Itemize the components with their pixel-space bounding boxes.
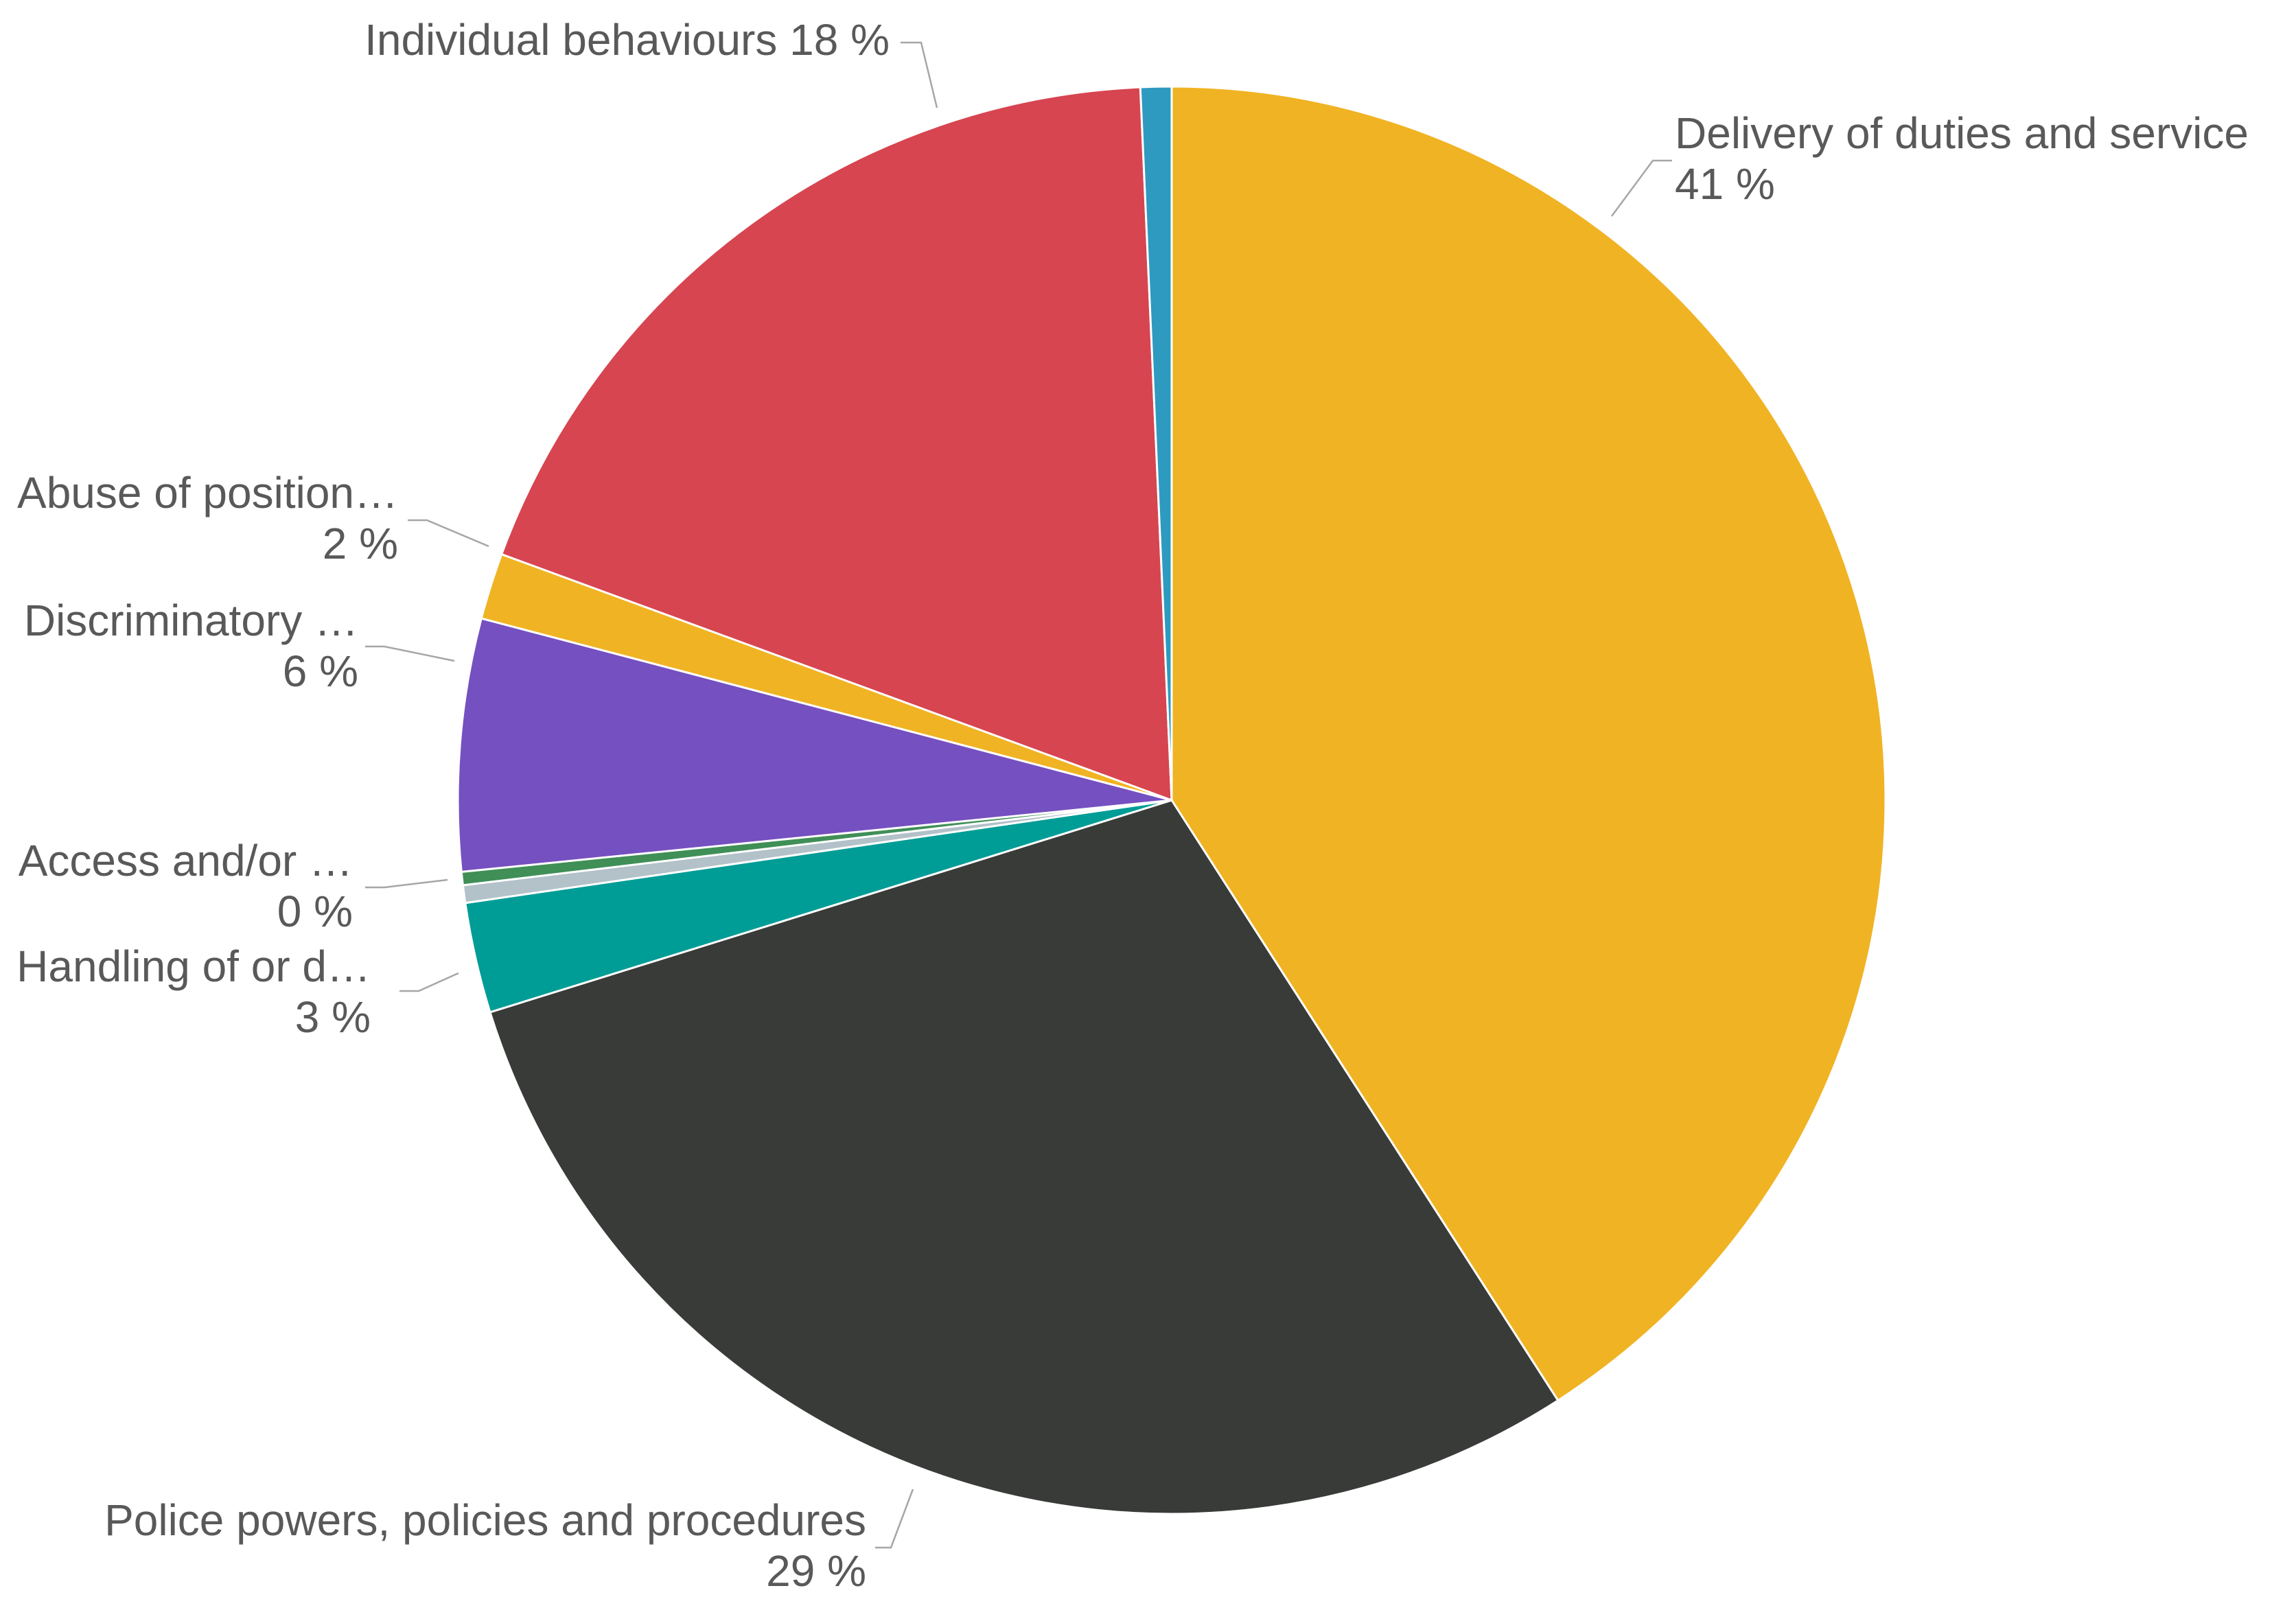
pct-abuse: 2 % bbox=[323, 519, 398, 568]
label-delivery: Delivery of duties and service bbox=[1675, 108, 2249, 158]
leader-line-handling bbox=[399, 972, 459, 992]
pct-discriminatory: 6 % bbox=[283, 646, 358, 696]
label-handling: Handling of or d… bbox=[16, 942, 371, 991]
label-police: Police powers, policies and procedures bbox=[104, 1495, 866, 1545]
label-discriminatory: Discriminatory … bbox=[24, 596, 358, 645]
label-individual: Individual behaviours 18 % bbox=[364, 15, 890, 65]
pct-delivery: 41 % bbox=[1675, 159, 1775, 209]
pct-police: 29 % bbox=[766, 1546, 866, 1596]
pie-slice-6 bbox=[456, 617, 1173, 873]
leader-line-access bbox=[365, 878, 448, 889]
pie-slice-1 bbox=[1170, 85, 1887, 1402]
leader-line-delivery bbox=[1610, 159, 1672, 217]
label-individual-name: Individual behaviours bbox=[364, 15, 777, 65]
leader-line-discriminatory bbox=[365, 645, 455, 662]
label-abuse: Abuse of position… bbox=[17, 468, 398, 517]
pie-slice-2 bbox=[489, 799, 1559, 1515]
leader-line-individual bbox=[901, 41, 938, 108]
pct-access: 0 % bbox=[277, 887, 353, 936]
leader-line-police bbox=[875, 1489, 914, 1549]
slice-labels: Delivery of duties and service 41 % Poli… bbox=[16, 15, 2249, 1596]
pie-slices bbox=[456, 85, 1887, 1515]
pct-handling: 3 % bbox=[295, 992, 371, 1042]
leader-line-abuse bbox=[408, 519, 489, 548]
pie-slice-9 bbox=[1139, 85, 1173, 802]
pie-slice-8 bbox=[500, 86, 1173, 802]
label-access: Access and/or … bbox=[19, 836, 353, 885]
pct-individual: 18 % bbox=[789, 15, 890, 65]
